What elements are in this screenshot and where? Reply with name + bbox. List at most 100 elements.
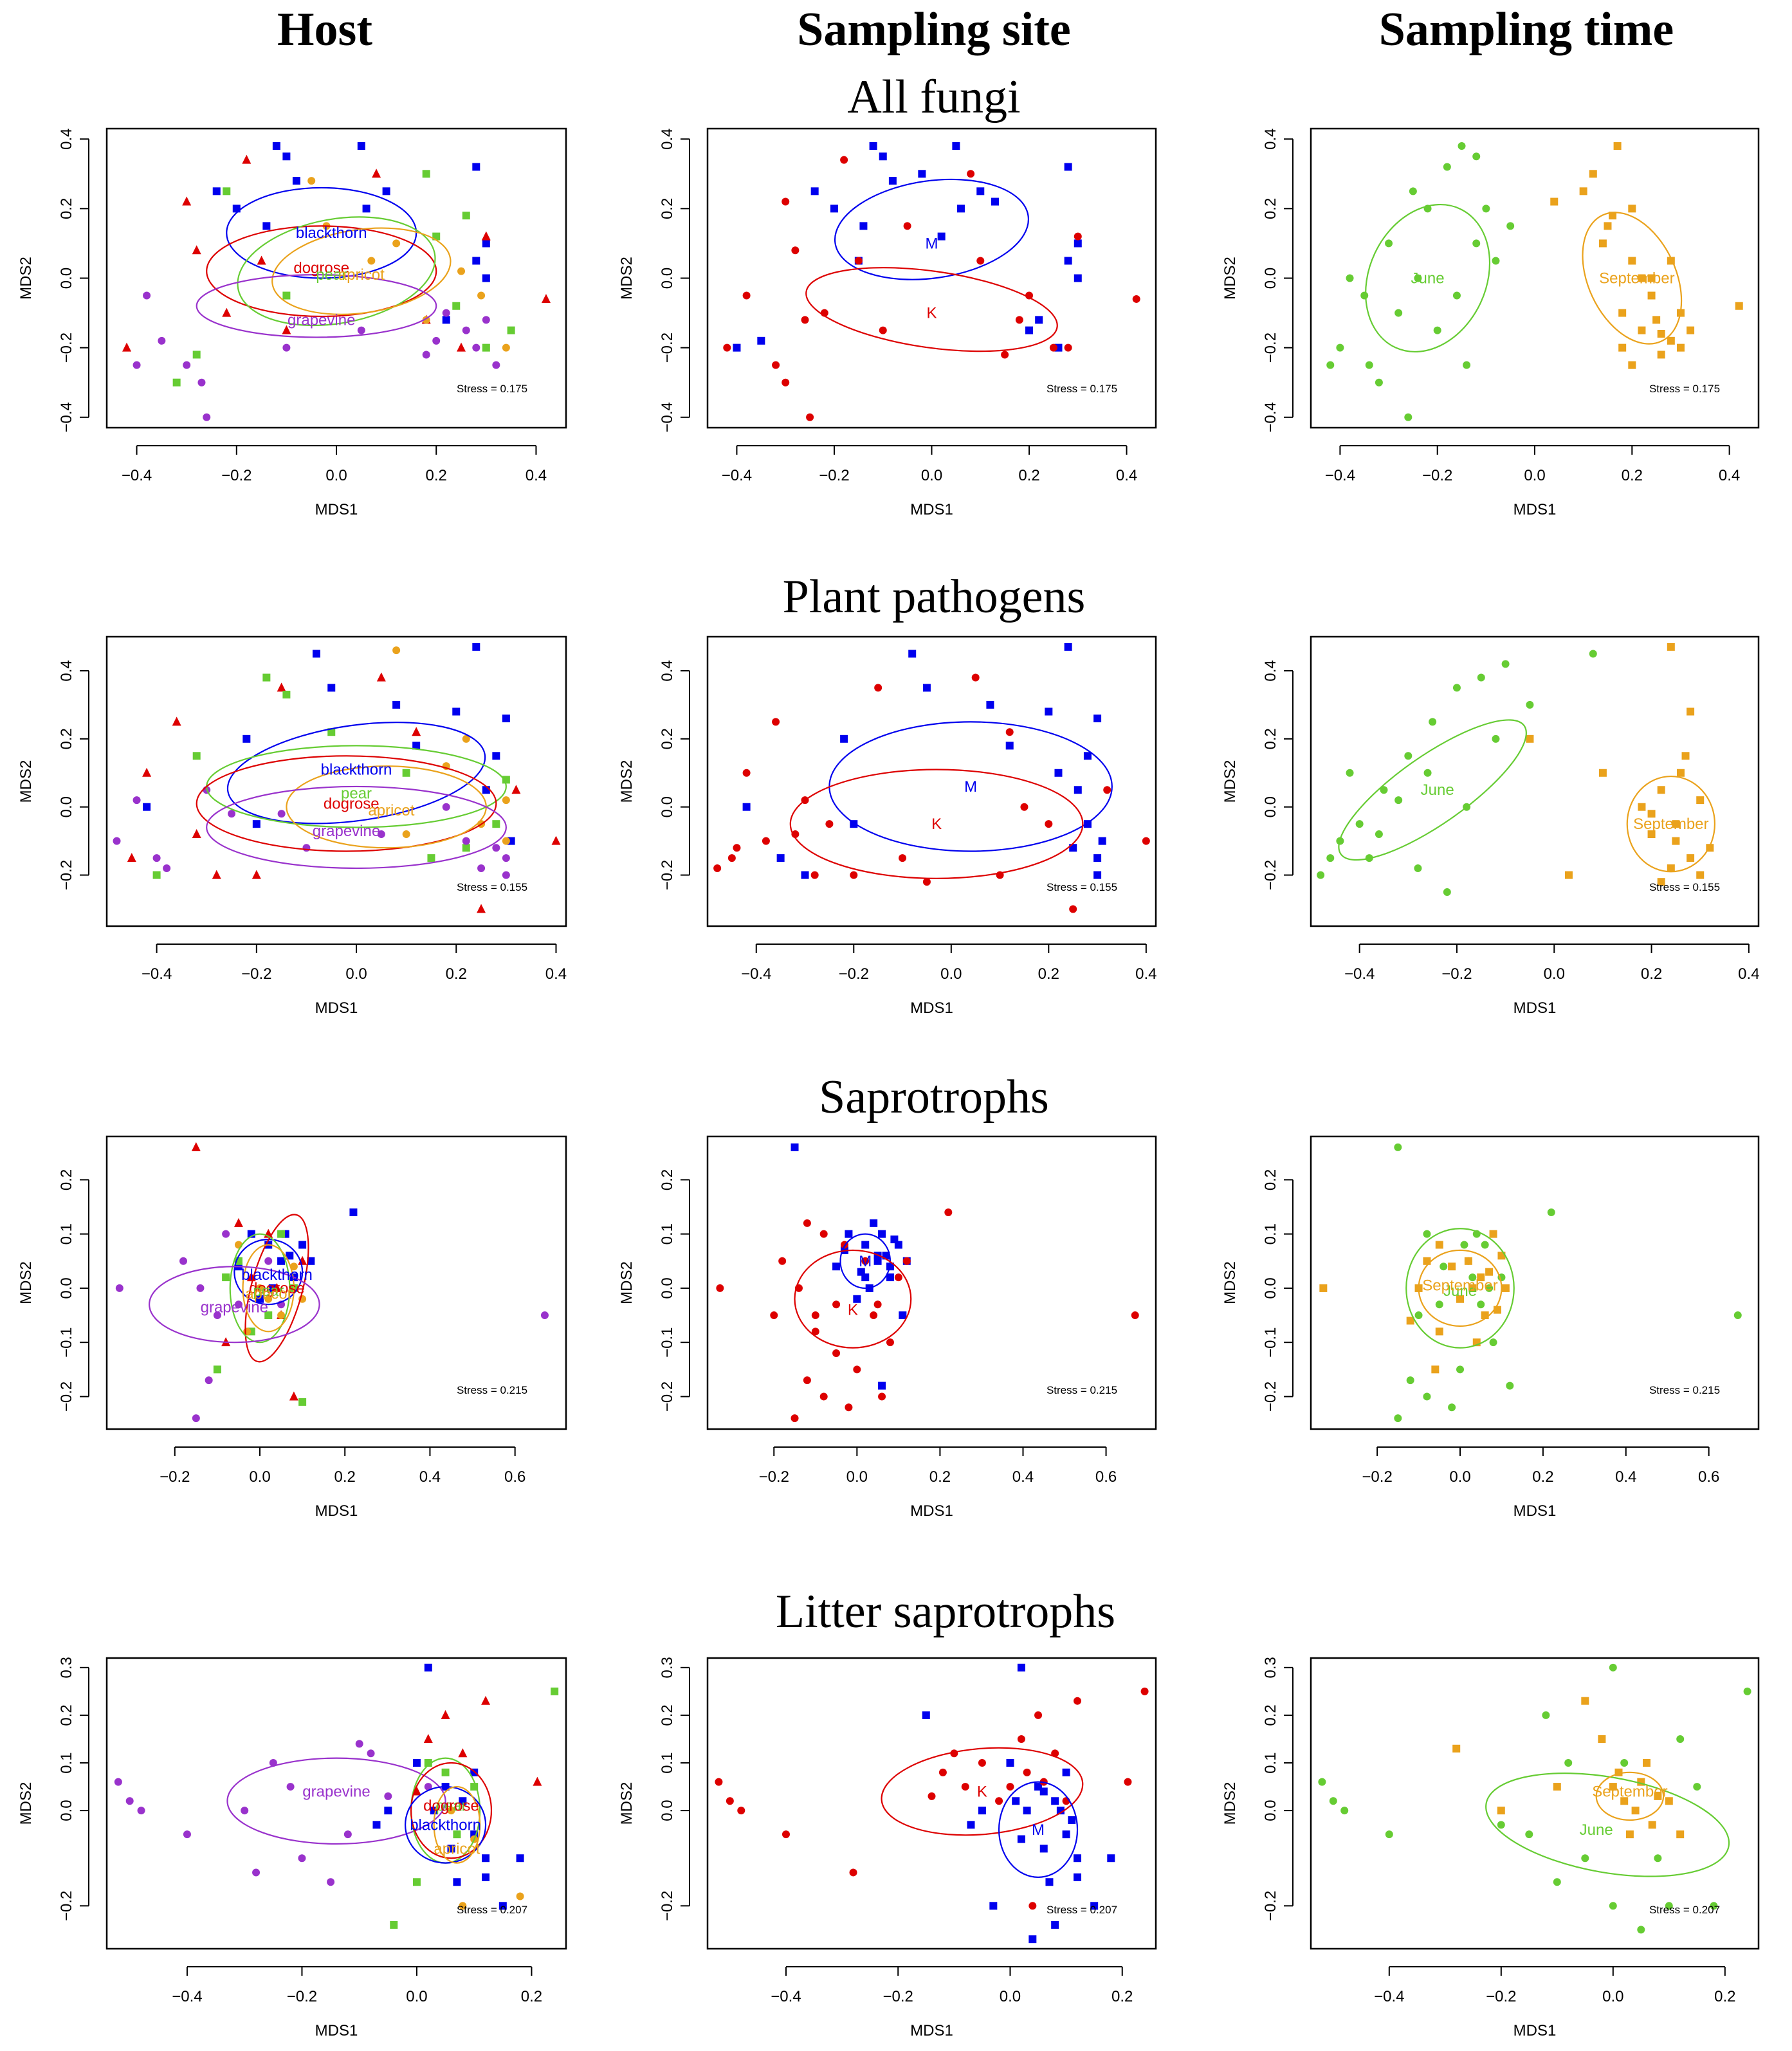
point-K [1069, 905, 1077, 913]
point-K [801, 316, 809, 324]
x-tick-label: 0.2 [521, 1988, 542, 2005]
point-grapevine [228, 810, 236, 818]
group-ellipses: June September [1338, 719, 1716, 873]
point-dogrose [412, 727, 421, 736]
point-June [1404, 413, 1413, 421]
point-grapevine [424, 1783, 432, 1791]
point-blackthorn [272, 142, 280, 150]
y-tick-label: 0.2 [58, 198, 75, 219]
x-tick-label: 0.0 [1602, 1988, 1623, 2005]
point-September [1477, 1273, 1485, 1282]
point-September [1501, 1284, 1510, 1292]
point-M [1012, 1797, 1020, 1805]
point-M [1035, 316, 1043, 324]
ellipse-dogrose [410, 1762, 493, 1859]
x-tick-label: 0.0 [325, 467, 347, 484]
point-September [1696, 796, 1705, 805]
point-dogrose [127, 853, 136, 862]
y-tick-label: 0.4 [659, 129, 676, 150]
label-blackthorn: blackthorn [241, 1266, 313, 1284]
point-September [1652, 316, 1661, 324]
x-tick-label: 0.4 [545, 965, 567, 983]
x-axis: −0.4 −0.2 0.0 0.2 0.4 [1325, 445, 1740, 484]
point-K [713, 864, 722, 872]
x-tick-label: −0.4 [1325, 467, 1355, 484]
point-grapevine [252, 1868, 261, 1877]
x-tick-label: −0.2 [160, 1468, 190, 1486]
point-pear [424, 1759, 432, 1767]
point-dogrose [282, 325, 291, 334]
point-blackthorn [349, 1208, 358, 1216]
plot-frame [1310, 635, 1760, 927]
point-blackthorn [482, 1873, 490, 1881]
point-June [1423, 1392, 1431, 1401]
point-K [762, 837, 770, 845]
y-tick-label: 0.2 [58, 1704, 75, 1726]
label-M: M [964, 778, 977, 796]
point-apricot [457, 267, 466, 275]
ellipse-K [805, 267, 1058, 352]
point-M [1017, 1663, 1025, 1672]
point-June [1440, 1263, 1448, 1271]
x-axis-label: MDS1 [315, 1502, 358, 1520]
point-pear [282, 691, 291, 698]
label-K: K [977, 1783, 987, 1800]
point-grapevine [384, 1792, 392, 1800]
label-K: K [848, 1302, 858, 1319]
x-tick-label: −0.2 [1362, 1468, 1392, 1486]
point-grapevine [540, 1311, 549, 1320]
label-September: September [1599, 270, 1674, 287]
point-dogrose [376, 672, 386, 682]
y-axis-label: MDS2 [618, 257, 635, 300]
y-tick-label: −0.2 [58, 1891, 75, 1921]
point-September [1618, 343, 1627, 352]
point-dogrose [142, 767, 152, 777]
point-M [1068, 1816, 1076, 1824]
point-grapevine [152, 854, 161, 862]
point-K [995, 1797, 1003, 1805]
y-tick-label: 0.0 [58, 268, 75, 289]
point-June [1318, 1778, 1326, 1786]
point-K [1045, 820, 1053, 828]
point-grapevine [179, 1257, 187, 1265]
y-axis: −0.4 −0.2 0.0 0.2 0.4 [659, 129, 690, 432]
point-pear [192, 752, 201, 760]
label-grapevine: grapevine [313, 823, 380, 840]
point-M [776, 854, 785, 862]
y-axis-label: MDS2 [618, 1261, 635, 1304]
point-June [1542, 1711, 1550, 1719]
y-axis: −0.4 −0.2 0.0 0.2 0.4 [58, 129, 89, 432]
point-blackthorn [453, 1878, 461, 1886]
x-tick-label: 0.2 [1622, 467, 1643, 484]
point-K [902, 1257, 911, 1265]
y-tick-label: 0.4 [58, 129, 75, 150]
x-tick-label: 0.2 [1111, 1988, 1133, 2005]
point-M [1023, 1807, 1031, 1815]
point-M [978, 1807, 986, 1815]
group-ellipses: June September [1365, 203, 1683, 353]
point-M [1062, 1768, 1070, 1776]
point-dogrose [458, 1748, 468, 1758]
point-June [1375, 378, 1383, 387]
point-June [1460, 1241, 1468, 1249]
plot-frame [105, 635, 567, 927]
point-grapevine [492, 844, 500, 852]
point-K [723, 343, 731, 352]
x-axis: −0.4 −0.2 0.0 0.2 0.4 [741, 943, 1157, 983]
point-blackthorn [327, 684, 336, 692]
ellipse-September [1595, 1771, 1665, 1821]
y-tick-label: 0.2 [1262, 728, 1279, 749]
point-September [1676, 1830, 1685, 1839]
y-tick-label: 0.2 [1262, 1169, 1279, 1190]
ellipse-M [998, 1781, 1079, 1878]
x-axis: −0.4 −0.2 0.0 0.2 [771, 1966, 1133, 2005]
point-apricot [502, 796, 510, 805]
stress-label: Stress = 0.207 [1649, 1904, 1720, 1916]
point-June [1654, 1854, 1662, 1863]
point-K [849, 1868, 857, 1877]
point-grapevine [125, 1797, 134, 1805]
x-tick-label: −0.2 [287, 1988, 317, 2005]
point-K [772, 361, 780, 369]
point-apricot [462, 734, 470, 743]
